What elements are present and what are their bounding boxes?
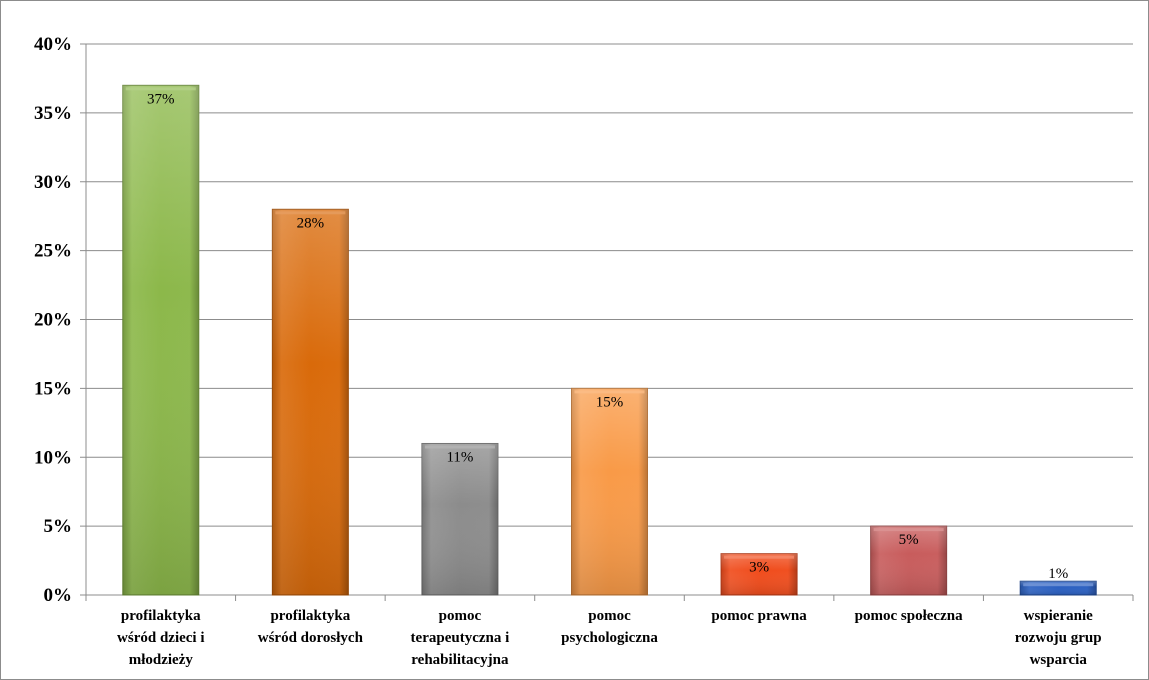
y-tick-label: 25%	[34, 241, 72, 262]
bar-shine	[272, 209, 349, 596]
data-label: 11%	[446, 449, 473, 465]
x-tick-label-line: pomoc prawna	[711, 608, 807, 624]
y-tick-label: 40%	[34, 34, 72, 55]
x-tick-label-line: profilaktyka	[121, 608, 201, 624]
y-tick-label: 5%	[44, 516, 73, 537]
y-tick-label: 35%	[34, 103, 72, 124]
x-tick-label: pomoc psychologiczna	[561, 608, 658, 646]
y-tick-label: 30%	[34, 172, 72, 193]
data-label: 1%	[1048, 566, 1068, 582]
x-tick-label: pomoc terapeutyczna i rehabilitacyjna	[411, 608, 510, 668]
x-tick-label-line: rozwoju grup	[1015, 630, 1102, 646]
bar-shine	[870, 526, 947, 595]
bar-shine	[421, 443, 498, 595]
bar-2	[271, 208, 349, 596]
bar-bevel	[574, 390, 645, 394]
bar-7	[1019, 580, 1097, 596]
x-tick-label: wspieranie rozwoju grup wsparcia	[1015, 608, 1102, 668]
x-tick-label-line: terapeutyczna i	[411, 630, 510, 646]
bar-6	[870, 525, 948, 596]
x-tick-label-line: pomoc społeczna	[855, 608, 963, 624]
y-tick-label: 10%	[34, 447, 72, 468]
x-tick-label: pomoc prawna	[711, 608, 807, 624]
data-label: 28%	[297, 215, 325, 231]
x-tick-label-line: wśród dorosłych	[258, 630, 364, 646]
data-label: 15%	[596, 394, 624, 410]
x-tick-label-line: wśród dzieci i	[117, 630, 205, 646]
gridlines	[86, 43, 1133, 527]
x-tick-label: profilaktyka wśród dorosłych	[258, 608, 364, 646]
x-tick-label: profilaktyka wśród dzieci i młodzieży	[117, 608, 205, 668]
bar-shine	[721, 553, 798, 595]
x-tick-label-line: wsparcia	[1030, 652, 1088, 668]
bar-shine	[571, 388, 648, 595]
x-tick-label-line: psychologiczna	[561, 630, 658, 646]
bar-bevel	[424, 445, 495, 449]
data-label: 5%	[899, 532, 919, 548]
y-tick-label: 0%	[44, 585, 73, 606]
bar-3	[421, 442, 499, 596]
bar-1	[122, 84, 200, 596]
bars	[122, 84, 1097, 596]
bar-bevel	[275, 211, 346, 215]
bar-4	[571, 387, 648, 596]
data-labels: 37% 28% 11% 15% 3% 5% 1%	[147, 91, 1068, 582]
x-tick-label-line: pomoc	[439, 608, 482, 624]
bar-shine	[122, 85, 199, 595]
x-tick-label-line: profilaktyka	[270, 608, 350, 624]
data-label: 37%	[147, 91, 175, 107]
bar-bevel	[1023, 583, 1094, 587]
y-tick-label: 15%	[34, 378, 72, 399]
bar-5	[720, 553, 798, 596]
y-tick-label: 20%	[34, 310, 72, 331]
x-tick-label: pomoc społeczna	[855, 608, 963, 624]
bar-bevel	[125, 87, 196, 91]
x-tick-label-line: wspieranie	[1024, 608, 1094, 624]
bar-bevel	[873, 528, 944, 532]
bar-bevel	[724, 555, 795, 559]
data-label: 3%	[749, 560, 769, 576]
y-tick-labels: 0% 5% 10% 15% 20% 25% 30% 35% 40%	[34, 34, 72, 606]
x-tick-label-line: rehabilitacyjna	[411, 652, 509, 668]
x-tick-label-line: pomoc	[588, 608, 631, 624]
x-tick-label-line: młodzieży	[129, 652, 194, 668]
